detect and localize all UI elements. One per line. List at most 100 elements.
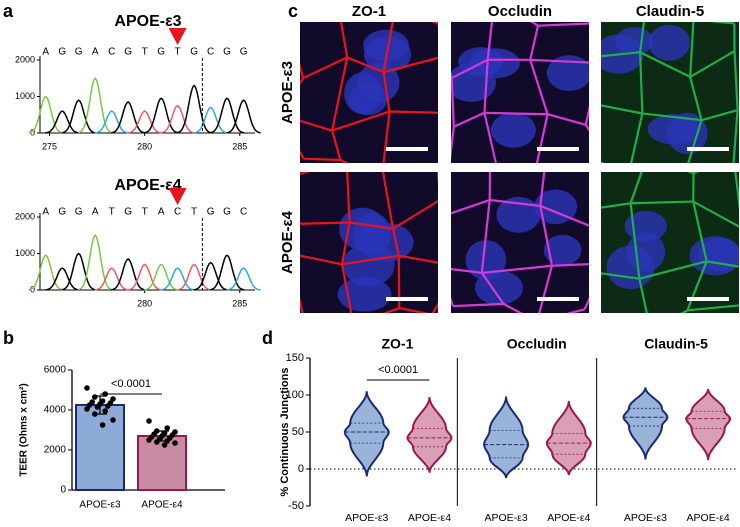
- group-title: Claudin-5: [644, 336, 708, 352]
- junction: [434, 0, 495, 20]
- base-letter: A: [92, 47, 99, 58]
- junction: [538, 265, 554, 313]
- peak: [94, 110, 129, 134]
- junction: [451, 126, 455, 160]
- annotation: <0.0001: [111, 378, 151, 390]
- nucleus: [490, 112, 536, 148]
- junction: [689, 50, 736, 78]
- x-tick-label: APOE-ε4: [687, 512, 730, 524]
- peak: [61, 252, 96, 291]
- junction: [639, 22, 646, 53]
- nucleus: [469, 48, 520, 79]
- y-tick-label: 0: [30, 284, 35, 294]
- y-tick-label: 100: [286, 389, 304, 401]
- junction: [706, 260, 739, 268]
- base-letter: A: [92, 207, 99, 218]
- junction: [483, 112, 497, 163]
- y-tick-label: 4000: [44, 405, 67, 416]
- junction: [686, 260, 708, 311]
- base-letter: A: [158, 207, 165, 218]
- chart-title: APOE-ε3: [114, 13, 181, 30]
- base-letter: T: [142, 47, 148, 58]
- violin-body: [406, 397, 453, 473]
- row-label: APOE-ε3: [279, 61, 296, 124]
- x-tick-label: 285: [232, 141, 247, 151]
- junction: [489, 198, 541, 208]
- group-title: ZO-1: [381, 336, 413, 352]
- scale-bar: [537, 297, 579, 301]
- junction: [687, 304, 739, 312]
- junction: [382, 111, 391, 163]
- junction: [601, 51, 641, 58]
- x-tick-label: APOE-ε3: [79, 500, 121, 511]
- junction: [483, 59, 489, 113]
- junction: [300, 221, 350, 225]
- junction: [484, 111, 548, 116]
- junction: [592, 319, 651, 331]
- base-letter: G: [75, 207, 83, 218]
- peak: [226, 99, 261, 134]
- y-tick-label: 0: [60, 485, 66, 496]
- junction: [382, 22, 394, 73]
- micrograph: [300, 22, 438, 163]
- annotation: <0.0001: [378, 364, 418, 376]
- junction: [639, 260, 707, 280]
- junction: [437, 23, 438, 29]
- junction: [584, 105, 589, 126]
- peak: [226, 267, 261, 291]
- base-letter: C: [174, 207, 181, 218]
- micrograph: [451, 172, 589, 313]
- y-tick-label: 2000: [15, 211, 35, 221]
- nucleus: [648, 24, 691, 61]
- y-axis-label: % Continuous Junctions: [279, 368, 291, 497]
- junction: [339, 22, 349, 58]
- nucleus: [626, 232, 666, 272]
- base-letter: G: [124, 47, 132, 58]
- junction: [551, 263, 589, 267]
- base-letter: T: [191, 207, 197, 218]
- x-tick-label: 285: [232, 298, 247, 308]
- panel-label: a: [3, 1, 14, 21]
- junction: [382, 72, 391, 112]
- panel-label: c: [288, 1, 298, 21]
- junction: [349, 221, 394, 230]
- data-point: [172, 440, 178, 446]
- nucleus: [357, 62, 400, 103]
- junction: [539, 172, 546, 207]
- junction: [596, 23, 600, 63]
- junction: [431, 22, 438, 25]
- data-point: [164, 425, 170, 431]
- base-letter: C: [207, 47, 214, 58]
- junction: [689, 22, 695, 77]
- junction: [300, 119, 333, 132]
- y-axis-label: TEER (Ohms x cm²): [19, 383, 30, 476]
- nucleus: [474, 270, 523, 305]
- base-letter: G: [223, 47, 231, 58]
- nucleus: [615, 26, 654, 56]
- x-tick-label: 280: [137, 141, 152, 151]
- nucleus: [465, 240, 507, 280]
- junction: [331, 130, 342, 161]
- junction: [303, 157, 341, 162]
- base-letter: A: [42, 47, 49, 58]
- micrograph: [592, 172, 739, 331]
- peak: [127, 263, 162, 291]
- data-point: [102, 408, 108, 414]
- junction: [692, 201, 708, 262]
- peak: [176, 263, 212, 291]
- junction: [687, 119, 703, 163]
- junction: [710, 22, 735, 25]
- base-letter: T: [142, 207, 148, 218]
- peak: [94, 267, 129, 291]
- peak: [45, 267, 80, 291]
- junction: [381, 172, 395, 229]
- junction: [391, 228, 400, 256]
- violin-body: [685, 388, 732, 461]
- junction: [300, 297, 304, 313]
- junction: [340, 264, 353, 313]
- junction: [331, 57, 349, 131]
- junction: [392, 199, 438, 230]
- error-bar: [93, 395, 107, 415]
- peak: [209, 97, 245, 134]
